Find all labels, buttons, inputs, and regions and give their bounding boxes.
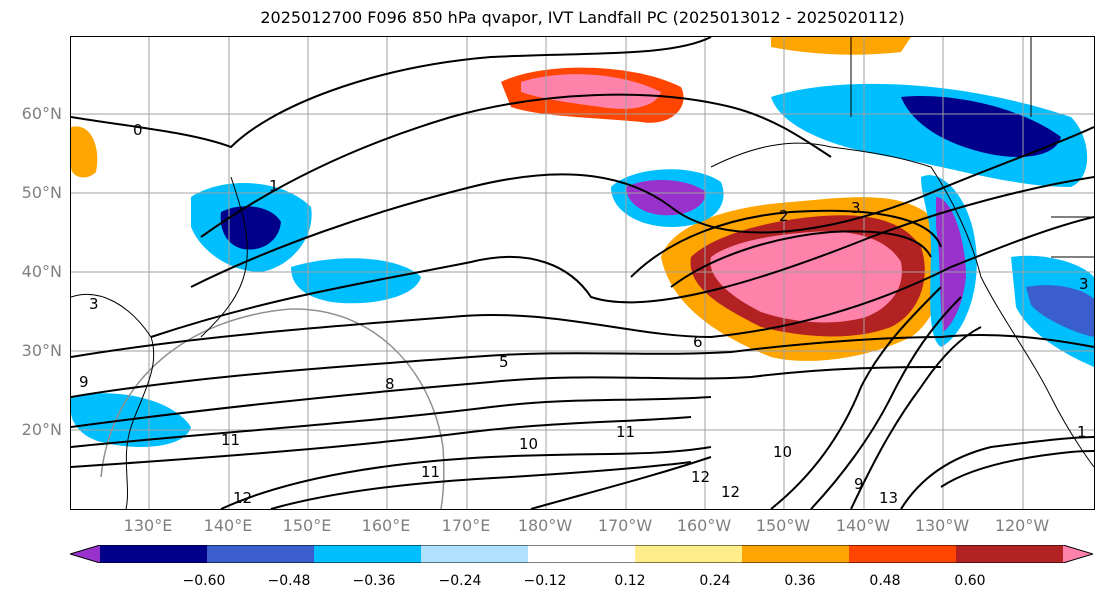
coastlines (71, 37, 1094, 509)
lon-label: 130°E (123, 516, 173, 535)
colorbar-tick: −0.12 (523, 573, 567, 589)
contour-label: 12 (233, 489, 252, 507)
lon-label: 150°E (282, 516, 332, 535)
lat-label: 60°N (21, 104, 62, 123)
contour-label: 1 (269, 177, 279, 195)
contour-label: 11 (221, 431, 240, 449)
lon-label: 140°W (835, 516, 891, 535)
lon-label: 180°W (517, 516, 573, 535)
contour-label: 9 (854, 475, 864, 493)
colorbar-segment (956, 545, 1064, 563)
lon-label: 150°W (755, 516, 811, 535)
contour-label: 3 (89, 295, 99, 313)
colorbar-tick: −0.60 (182, 573, 226, 589)
contour-label: 10 (773, 443, 792, 461)
colorbar-segment (528, 545, 636, 563)
colorbar-segment (421, 545, 529, 563)
lat-label: 40°N (21, 262, 62, 281)
anomaly-fills (71, 37, 1094, 447)
lat-label: 20°N (21, 420, 62, 439)
map-title: 2025012700 F096 850 hPa qvapor, IVT Land… (260, 8, 905, 27)
map-panel: 0 1 2 3 3 3 5 6 8 9 9 10 10 11 11 11 12 … (70, 36, 1095, 510)
map-canvas: 0 1 2 3 3 3 5 6 8 9 9 10 10 11 11 11 12 … (71, 37, 1094, 509)
positive-anomaly-ne (771, 37, 911, 55)
negative-anomaly-sw-us-core (1026, 285, 1094, 337)
lon-label: 160°W (676, 516, 732, 535)
colorbar-extend-high (1063, 545, 1093, 563)
colorbar-segment (314, 545, 422, 563)
lon-label: 140°E (203, 516, 253, 535)
colorbar-segment (742, 545, 850, 563)
contour-label: 6 (693, 333, 703, 351)
contour-label-group: 0 1 2 3 3 3 5 6 8 9 9 10 10 11 11 11 12 … (79, 121, 1089, 507)
colorbar-tick: 0.36 (784, 573, 816, 589)
colorbar-segment (635, 545, 743, 563)
contour-label: 5 (499, 353, 509, 371)
contour-label: 11 (616, 423, 635, 441)
negative-anomaly-gulf-core (626, 180, 706, 216)
colorbar-tick: −0.36 (352, 573, 396, 589)
colorbar-segment (100, 545, 208, 563)
lon-label: 170°W (597, 516, 653, 535)
contour-label: 8 (385, 375, 395, 393)
positive-anomaly-peak (710, 231, 902, 323)
colorbar-segment (849, 545, 957, 563)
colorbar-tick: 0.24 (699, 573, 731, 589)
landfall-circle (100, 308, 445, 509)
contour-label: 1 (1077, 423, 1087, 441)
lon-label: 170°E (441, 516, 491, 535)
colorbar-segment (207, 545, 315, 563)
colorbar-tick: 0.48 (869, 573, 901, 589)
colorbar-tick: 0.60 (954, 573, 986, 589)
contour-label: 3 (1079, 275, 1089, 293)
lon-label: 120°W (994, 516, 1050, 535)
contour-label: 10 (519, 435, 538, 453)
lat-label: 30°N (21, 341, 62, 360)
negative-anomaly-alaska-core (901, 96, 1061, 157)
contour-label: 2 (779, 207, 789, 225)
colorbar-extend-low (70, 545, 100, 563)
contour-label: 9 (79, 373, 89, 391)
graticule (71, 37, 1094, 509)
colorbar (70, 545, 1093, 563)
colorbar-tick: 0.12 (614, 573, 646, 589)
lon-label: 160°E (361, 516, 411, 535)
negative-anomaly-japan-core (220, 206, 281, 250)
contour-label: 13 (879, 489, 898, 507)
ivt-contours (71, 37, 1094, 509)
lon-label: 130°W (914, 516, 970, 535)
contour-label: 11 (421, 463, 440, 481)
lat-label: 50°N (21, 183, 62, 202)
contour-label: 12 (721, 483, 740, 501)
colorbar-tick: −0.48 (267, 573, 311, 589)
colorbar-tick: −0.24 (438, 573, 482, 589)
contour-label: 12 (691, 468, 710, 486)
contour-label: 0 (133, 121, 143, 139)
negative-anomaly-midlat (291, 258, 421, 304)
contour-label: 3 (851, 199, 861, 217)
positive-anomaly-west (71, 126, 98, 178)
colorbar-segments (70, 545, 1093, 563)
